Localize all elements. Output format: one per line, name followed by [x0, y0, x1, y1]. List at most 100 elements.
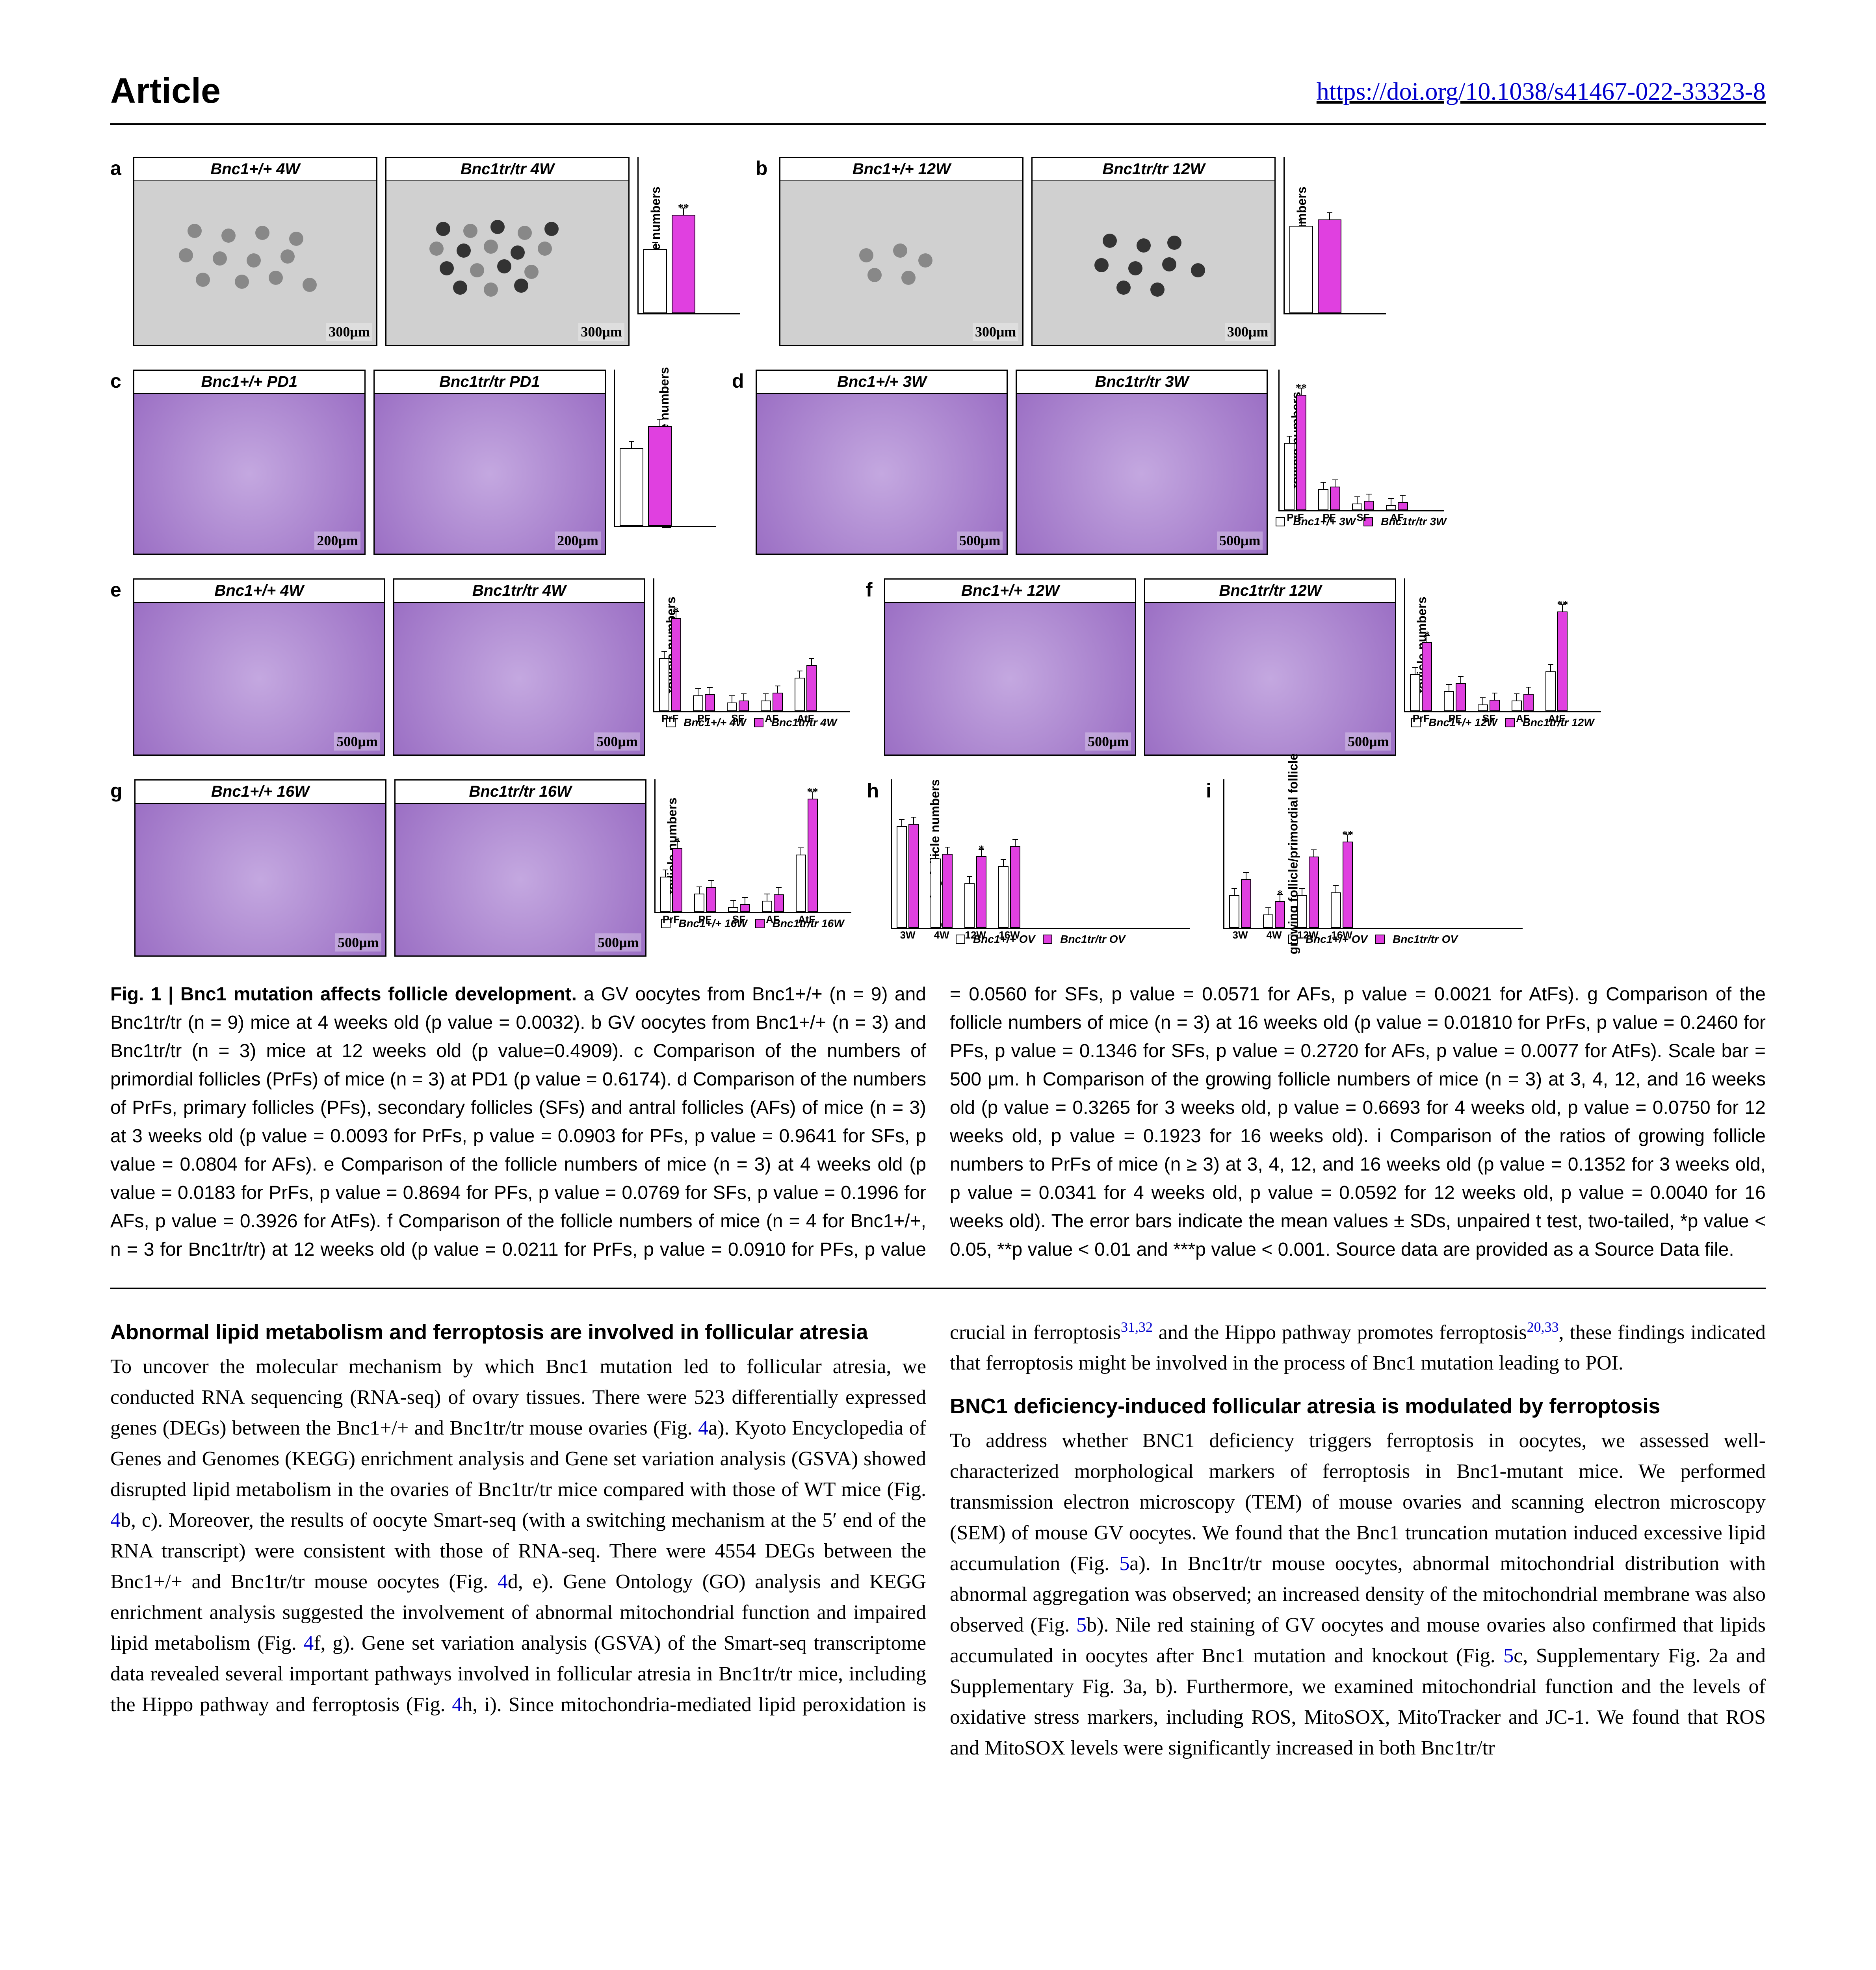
panel-label-c: c — [110, 370, 121, 392]
micrograph-g-wt: Bnc1+/+ 16W 500μm — [134, 779, 386, 957]
panel-g: g Bnc1+/+ 16W 500μm Bnc1tr/tr 16W 500μm … — [110, 779, 851, 957]
chart-g: follicle numbers * PrF PF SF AF ** AtF — [654, 779, 851, 930]
panel-h: h growing follicle numbers 3W 4W * 12W 1… — [867, 779, 1191, 946]
citation[interactable]: 31,32 — [1121, 1319, 1153, 1335]
scale-bar: 300μm — [1225, 323, 1270, 341]
chart-d: follicle numbers ** PrF PF SF AF Bnc1+/+… — [1276, 370, 1446, 528]
chart-f: follicle numbers * PrF PF SF AF ** AtF — [1404, 578, 1601, 729]
figure-reference[interactable]: 4 — [698, 1417, 708, 1439]
scale-bar: 500μm — [1085, 732, 1131, 751]
micrograph-title: Bnc1tr/tr 16W — [396, 781, 645, 804]
figure-reference[interactable]: 4 — [498, 1570, 508, 1593]
article-label: Article — [110, 71, 221, 112]
micrograph-b-mut: Bnc1tr/tr 12W 300μm — [1031, 157, 1276, 346]
micrograph-image: 300μm — [1033, 181, 1274, 345]
panel-label-b: b — [756, 157, 768, 180]
figure-reference[interactable]: 5 — [1119, 1552, 1129, 1575]
section-heading: Abnormal lipid metabolism and ferroptosi… — [110, 1316, 926, 1348]
figure-1: a Bnc1+/+ 4W 300μm Bnc1tr/tr 4W 300μm oo… — [110, 157, 1766, 957]
micrograph-title: Bnc1tr/tr 12W — [1145, 580, 1395, 603]
micrograph-b-wt: Bnc1+/+ 12W 300μm — [779, 157, 1023, 346]
histology-image: 500μm — [1017, 394, 1267, 554]
panel-label-g: g — [110, 779, 123, 802]
micrograph-title: Bnc1tr/tr 4W — [386, 158, 628, 181]
micrograph-title: Bnc1+/+ 16W — [136, 781, 385, 804]
chart-i: growing follicle/primordial follicle 3W … — [1223, 779, 1523, 946]
chart-c: primordial follicle numbers — [614, 370, 716, 527]
chart-legend: Bnc1+/+ 16W Bnc1tr/tr 16W — [661, 917, 844, 930]
micrograph-title: Bnc1+/+ 12W — [885, 580, 1135, 603]
panel-d: d Bnc1+/+ 3W 500μm Bnc1tr/tr 3W 500μm fo… — [732, 370, 1447, 555]
scale-bar: 200μm — [555, 532, 600, 550]
histology-image: 500μm — [396, 804, 645, 955]
scale-bar: 500μm — [594, 732, 640, 751]
panel-label-i: i — [1206, 779, 1211, 802]
micrograph-d-wt: Bnc1+/+ 3W 500μm — [756, 370, 1008, 555]
chart-h: growing follicle numbers 3W 4W * 12W 16W… — [891, 779, 1190, 946]
chart-legend: Bnc1+/+ 12W Bnc1tr/tr 12W — [1411, 716, 1594, 729]
histology-image: 500μm — [757, 394, 1007, 554]
scale-bar: 500μm — [1345, 732, 1391, 751]
paragraph: To address whether BNC1 deficiency trigg… — [950, 1425, 1766, 1764]
figure-reference[interactable]: 4 — [452, 1693, 462, 1716]
panel-label-e: e — [110, 578, 121, 601]
panel-label-d: d — [732, 370, 744, 392]
figure-reference[interactable]: 5 — [1076, 1614, 1087, 1636]
histology-image: 500μm — [134, 603, 384, 755]
citation[interactable]: 20,33 — [1527, 1319, 1559, 1335]
figure-reference[interactable]: 4 — [110, 1509, 121, 1531]
scale-bar: 500μm — [595, 933, 641, 952]
micrograph-image: 300μm — [386, 181, 628, 345]
panel-c: c Bnc1+/+ PD1 200μm Bnc1tr/tr PD1 200μm … — [110, 370, 716, 555]
micrograph-a-mut: Bnc1tr/tr 4W 300μm — [385, 157, 630, 346]
micrograph-f-mut: Bnc1tr/tr 12W 500μm — [1144, 578, 1396, 756]
micrograph-e-wt: Bnc1+/+ 4W 500μm — [133, 578, 385, 756]
histology-image: 500μm — [885, 603, 1135, 755]
micrograph-a-wt: Bnc1+/+ 4W 300μm — [133, 157, 377, 346]
micrograph-image: 300μm — [134, 181, 376, 345]
micrograph-c-wt: Bnc1+/+ PD1 200μm — [133, 370, 366, 555]
micrograph-c-mut: Bnc1tr/tr PD1 200μm — [373, 370, 606, 555]
scale-bar: 500μm — [957, 532, 1003, 550]
micrograph-e-mut: Bnc1tr/tr 4W 500μm — [393, 578, 645, 756]
chart-e: follicle numbers * PrF PF SF AF AtF B — [653, 578, 850, 729]
micrograph-title: Bnc1tr/tr PD1 — [375, 371, 605, 394]
doi-link[interactable]: https://doi.org/10.1038/s41467-022-33323… — [1317, 77, 1766, 106]
histology-image: 500μm — [394, 603, 644, 755]
histology-image: 200μm — [134, 394, 364, 554]
micrograph-title: Bnc1tr/tr 4W — [394, 580, 644, 603]
panel-b: b Bnc1+/+ 12W 300μm Bnc1tr/tr 12W 300μm … — [756, 157, 1386, 346]
panel-label-h: h — [867, 779, 879, 802]
micrograph-title: Bnc1tr/tr 12W — [1033, 158, 1274, 181]
chart-a: oocyte numbers ** — [637, 157, 740, 314]
histology-image: 200μm — [375, 394, 605, 554]
scale-bar: 200μm — [314, 532, 360, 550]
figure-reference[interactable]: 4 — [303, 1632, 314, 1654]
micrograph-title: Bnc1+/+ PD1 — [134, 371, 364, 394]
micrograph-f-wt: Bnc1+/+ 12W 500μm — [884, 578, 1136, 756]
significance: ** — [678, 202, 689, 215]
micrograph-title: Bnc1+/+ 3W — [757, 371, 1007, 394]
panel-a: a Bnc1+/+ 4W 300μm Bnc1tr/tr 4W 300μm oo… — [110, 157, 740, 346]
panel-label-a: a — [110, 157, 121, 180]
body-text: Abnormal lipid metabolism and ferroptosi… — [110, 1316, 1766, 1764]
section-heading: BNC1 deficiency-induced follicular atres… — [950, 1390, 1766, 1422]
chart-b: oocyte numbers — [1283, 157, 1386, 314]
histology-image: 500μm — [1145, 603, 1395, 755]
micrograph-title: Bnc1+/+ 4W — [134, 158, 376, 181]
panel-f: f Bnc1+/+ 12W 500μm Bnc1tr/tr 12W 500μm … — [866, 578, 1601, 756]
scale-bar: 500μm — [1217, 532, 1263, 550]
panel-i: i growing follicle/primordial follicle 3… — [1206, 779, 1523, 946]
micrograph-image: 300μm — [780, 181, 1022, 345]
scale-bar: 500μm — [334, 732, 380, 751]
panel-e: e Bnc1+/+ 4W 500μm Bnc1tr/tr 4W 500μm fo… — [110, 578, 850, 756]
panel-label-f: f — [866, 578, 873, 601]
histology-image: 500μm — [136, 804, 385, 955]
micrograph-g-mut: Bnc1tr/tr 16W 500μm — [394, 779, 646, 957]
scale-bar: 300μm — [326, 323, 372, 341]
page-header: Article https://doi.org/10.1038/s41467-0… — [110, 71, 1766, 125]
scale-bar: 300μm — [973, 323, 1018, 341]
micrograph-title: Bnc1tr/tr 3W — [1017, 371, 1267, 394]
figure-reference[interactable]: 5 — [1503, 1645, 1514, 1667]
micrograph-title: Bnc1+/+ 4W — [134, 580, 384, 603]
